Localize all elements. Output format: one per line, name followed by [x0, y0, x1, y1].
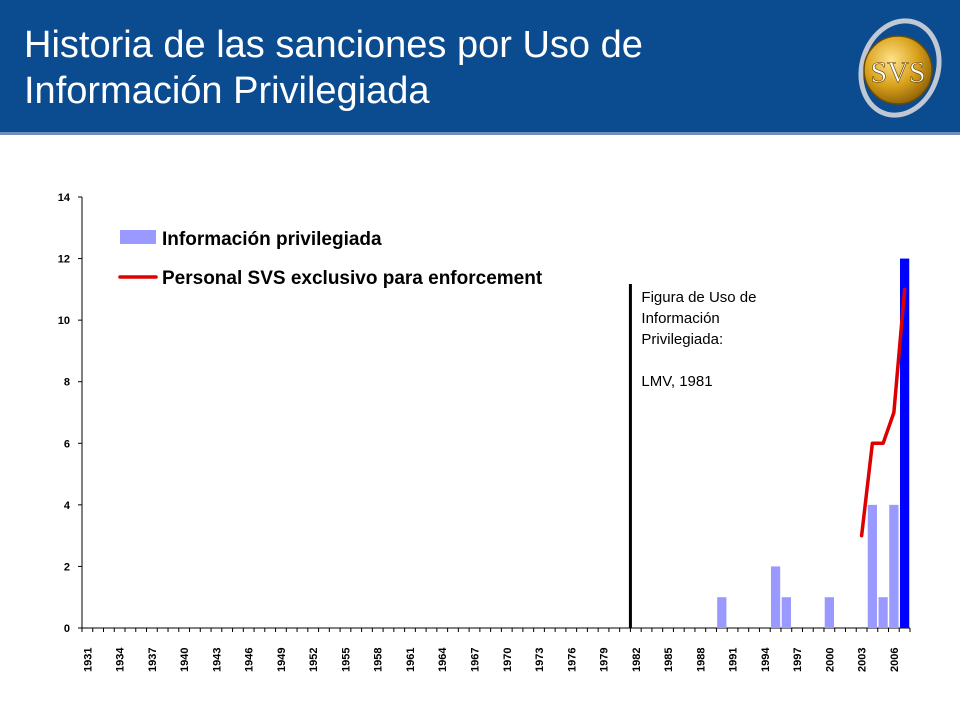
x-tick-label: 1997	[792, 648, 804, 672]
banner-divider	[0, 132, 960, 135]
y-tick-label: 10	[58, 315, 70, 327]
legend-label-line: Personal SVS exclusivo para enforcement	[162, 268, 543, 289]
bar	[867, 504, 877, 628]
y-tick-label: 6	[64, 438, 70, 450]
x-tick-label: 1958	[373, 648, 385, 672]
x-tick-label: 2000	[824, 648, 836, 672]
x-tick-label: 1970	[502, 648, 514, 672]
bar	[878, 597, 888, 628]
x-tick-label: 1934	[115, 647, 127, 672]
x-tick-label: 1979	[599, 648, 611, 672]
y-tick-label: 14	[58, 192, 71, 204]
bar	[717, 597, 727, 628]
x-tick-label: 1994	[760, 647, 772, 672]
x-tick-label: 1961	[405, 648, 417, 672]
annotation-text: Privilegiada:	[641, 331, 723, 348]
x-tick-label: 1967	[469, 648, 481, 672]
x-tick-label: 1937	[147, 648, 159, 672]
annotation-text: Información	[641, 310, 719, 327]
x-tick-label: 1940	[179, 648, 191, 672]
y-tick-label: 4	[64, 500, 71, 512]
x-tick-label: 1931	[82, 648, 94, 672]
bar	[899, 258, 910, 628]
x-tick-label: 1973	[534, 648, 546, 672]
title-banner	[0, 0, 960, 132]
slide-title-line-2: Información Privilegiada	[24, 70, 430, 112]
bar	[824, 597, 834, 628]
x-tick-label: 1988	[695, 648, 707, 672]
x-tick-label: 1985	[663, 648, 675, 672]
legend-swatch-bars	[120, 230, 156, 244]
bar	[781, 597, 791, 628]
enforcement-line	[859, 287, 907, 538]
y-tick-label: 0	[64, 623, 70, 635]
x-tick-label: 1952	[308, 648, 320, 672]
x-tick-label: 2003	[857, 648, 869, 672]
x-tick-label: 1976	[566, 648, 578, 672]
sanctions-chart: 0 2 4 6 8 10 12 14 1931 1934 1937 1940 1943 1946 1949 1…	[58, 192, 911, 672]
x-tick-label: 2006	[889, 648, 901, 672]
y-tick-label: 12	[58, 254, 70, 266]
x-tick-label: 1949	[276, 648, 288, 672]
logo-text: SVS	[870, 56, 925, 89]
x-tick-label: 1943	[211, 648, 223, 672]
bar	[770, 566, 781, 628]
x-tick-label: 1982	[631, 648, 643, 672]
x-tick-label: 1964	[437, 647, 449, 672]
x-tick-label: 1991	[728, 648, 740, 672]
bar	[889, 504, 899, 628]
x-tick-label: 1955	[340, 648, 352, 672]
annotation-text: Figura de Uso de	[641, 289, 756, 306]
annotation-text: LMV, 1981	[641, 373, 712, 390]
x-tick-label: 1946	[244, 648, 256, 672]
legend-label-bars: Información privilegiada	[162, 229, 382, 250]
y-tick-label: 8	[64, 377, 70, 389]
slide-title-line-1: Historia de las sanciones por Uso de	[24, 24, 643, 66]
slide-title: Historia de las sanciones por Uso de Inf…	[24, 22, 844, 114]
y-tick-label: 2	[64, 561, 70, 573]
svs-logo: SVS	[858, 18, 942, 118]
